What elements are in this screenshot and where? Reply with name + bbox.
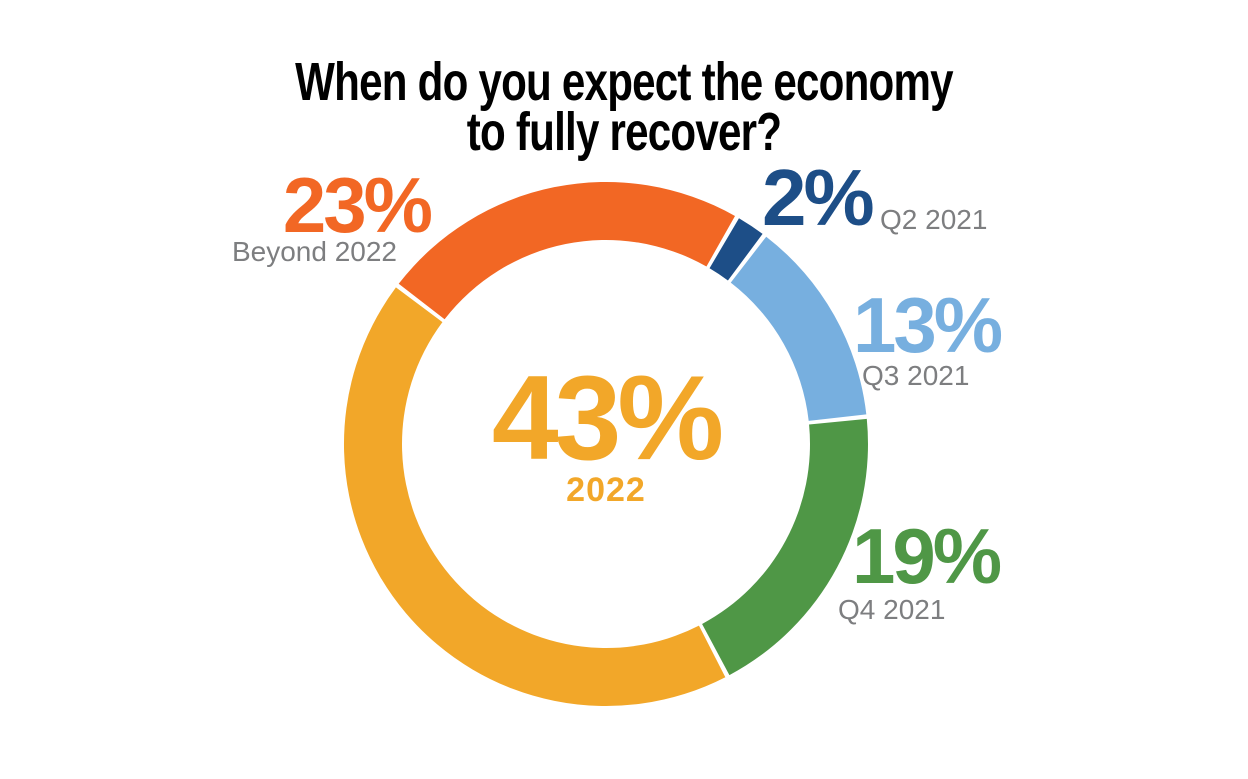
segment-pct-q4-2021: 19% (852, 512, 1002, 600)
donut-segment-q3-2021 (730, 236, 867, 421)
segment-pct-2022: 43% (491, 351, 724, 485)
segment-label-q4-2021: Q4 2021 (838, 594, 946, 625)
chart-title-line2: to fully recover? (466, 102, 782, 162)
donut-center-label: 43% 2022 (406, 351, 806, 509)
donut-segment-beyond-2022 (398, 182, 736, 320)
segment-label-2022: 2022 (566, 471, 646, 509)
chart-title-line1: When do you expect the economy (295, 52, 953, 112)
donut-segment-2022 (343, 287, 726, 707)
segment-label-q2-2021: Q2 2021 (880, 204, 988, 235)
segment-pct-q2-2021: 2% (762, 153, 875, 242)
segment-pct-q3-2021: 13% (853, 281, 1003, 369)
segment-label-beyond-2022: Beyond 2022 (231, 236, 397, 267)
donut-segment-q4-2021 (702, 418, 868, 676)
chart-title: When do you expect the economy to fully … (137, 52, 1110, 162)
donut-segment-q2-2021 (709, 218, 763, 281)
segment-label-q3-2021: Q3 2021 (862, 360, 970, 391)
segment-pct-beyond-2022: 23% (282, 161, 433, 249)
